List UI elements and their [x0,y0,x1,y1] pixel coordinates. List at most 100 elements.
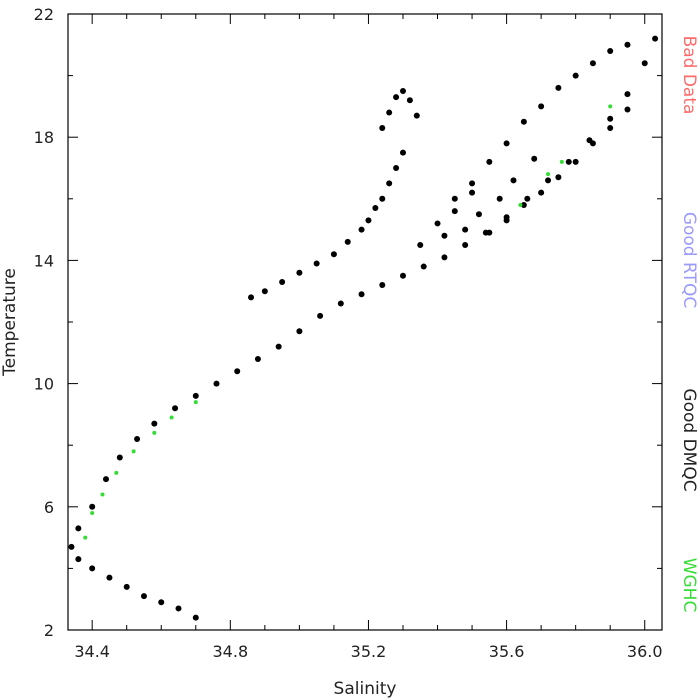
scatter-point [559,159,564,164]
scatter-point [116,454,123,461]
scatter-point [89,503,96,510]
scatter-point [365,217,372,224]
scatter-point [254,355,261,362]
scatter-point [518,202,523,207]
scatter-point [379,195,386,202]
scatter-point [555,174,562,181]
scatter-point [317,312,324,319]
scatter-point [608,104,613,109]
scatter-point [589,60,596,67]
scatter-point [607,115,614,122]
scatter-point [379,282,386,289]
scatter-point [555,84,562,91]
scatter-point [546,172,551,177]
scatter-point [248,294,255,301]
scatter-point [358,291,365,298]
scatter-point [510,177,517,184]
scatter-point [169,415,174,420]
scatter-point [158,599,165,606]
scatter-point [192,392,199,399]
scatter-point [234,368,241,375]
scatter-point [417,242,424,248]
x-axis-ticks: 34.4 34.8 35.2 35.6 36.0 [74,14,663,661]
scatter-point [399,272,406,279]
scatter-point [462,242,469,248]
scatter-point [572,72,579,79]
scatter-point [406,97,413,104]
scatter-point [151,420,158,427]
scatter-point [486,158,493,165]
scatter-point [379,124,386,131]
scatter-point [393,94,400,101]
x-tick-label: 34.8 [213,642,249,661]
x-axis-label: Salinity [334,679,397,699]
scatter-point [545,177,552,184]
scatter-point [524,195,531,202]
y-tick-label: 18 [34,128,54,147]
scatter-point [641,60,648,67]
legend-label: Good RTQC [679,212,699,308]
scatter-point [102,476,109,483]
scatter-point [152,430,157,435]
scatter-point [83,535,88,540]
scatter-point [100,492,105,497]
scatter-point [589,140,596,147]
x-tick-label: 35.2 [351,642,387,661]
scatter-point [90,510,95,515]
scatter-point [496,195,503,202]
scatter-point [413,112,420,119]
scatter-point [572,158,579,165]
scatter-point [538,103,545,110]
legend-label: Bad Data [679,36,699,115]
data-points [68,35,659,621]
scatter-point [531,155,538,162]
y-tick-label: 14 [34,251,54,270]
scatter-point [193,400,198,405]
scatter-point [296,269,303,276]
scatter-point [114,470,119,475]
scatter-point [624,106,631,113]
scatter-point [172,405,179,412]
scatter-point [89,565,96,572]
scatter-point [261,288,268,295]
scatter-point [344,238,351,245]
scatter-point [624,41,631,48]
scatter-point [275,343,282,350]
x-tick-label: 34.4 [74,642,110,661]
scatter-point [134,436,141,443]
scatter-point [75,556,82,563]
scatter-point [520,118,527,125]
scatter-point [330,251,337,258]
scatter-point [434,220,441,227]
scatter-point [192,614,199,621]
scatter-point [106,574,113,581]
scatter-point [279,278,286,285]
x-tick-label: 35.6 [489,642,525,661]
scatter-point [607,124,614,131]
scatter-point [296,328,303,335]
scatter-point [175,605,182,612]
scatter-point [475,211,482,218]
scatter-point [358,226,365,233]
y-tick-label: 6 [44,498,54,517]
scatter-point [652,35,659,42]
y-axis-ticks: 2 6 10 14 18 22 [34,5,662,640]
scatter-point [399,88,406,94]
y-tick-label: 2 [44,621,54,640]
scatter-point [213,380,220,387]
scatter-point [469,180,476,187]
scatter-point [123,583,130,590]
x-tick-label: 36.0 [627,642,663,661]
scatter-point [386,180,393,187]
legend-label: WGHC [679,558,699,613]
plot-frame [67,13,663,631]
scatter-point [393,165,400,171]
scatter-point [624,91,631,98]
scatter-point [399,149,406,156]
scatter-point [386,109,393,116]
scatter-point [538,189,545,196]
scatter-point [441,254,448,261]
scatter-point [131,449,136,454]
legend-label: Good DMQC [679,388,699,491]
